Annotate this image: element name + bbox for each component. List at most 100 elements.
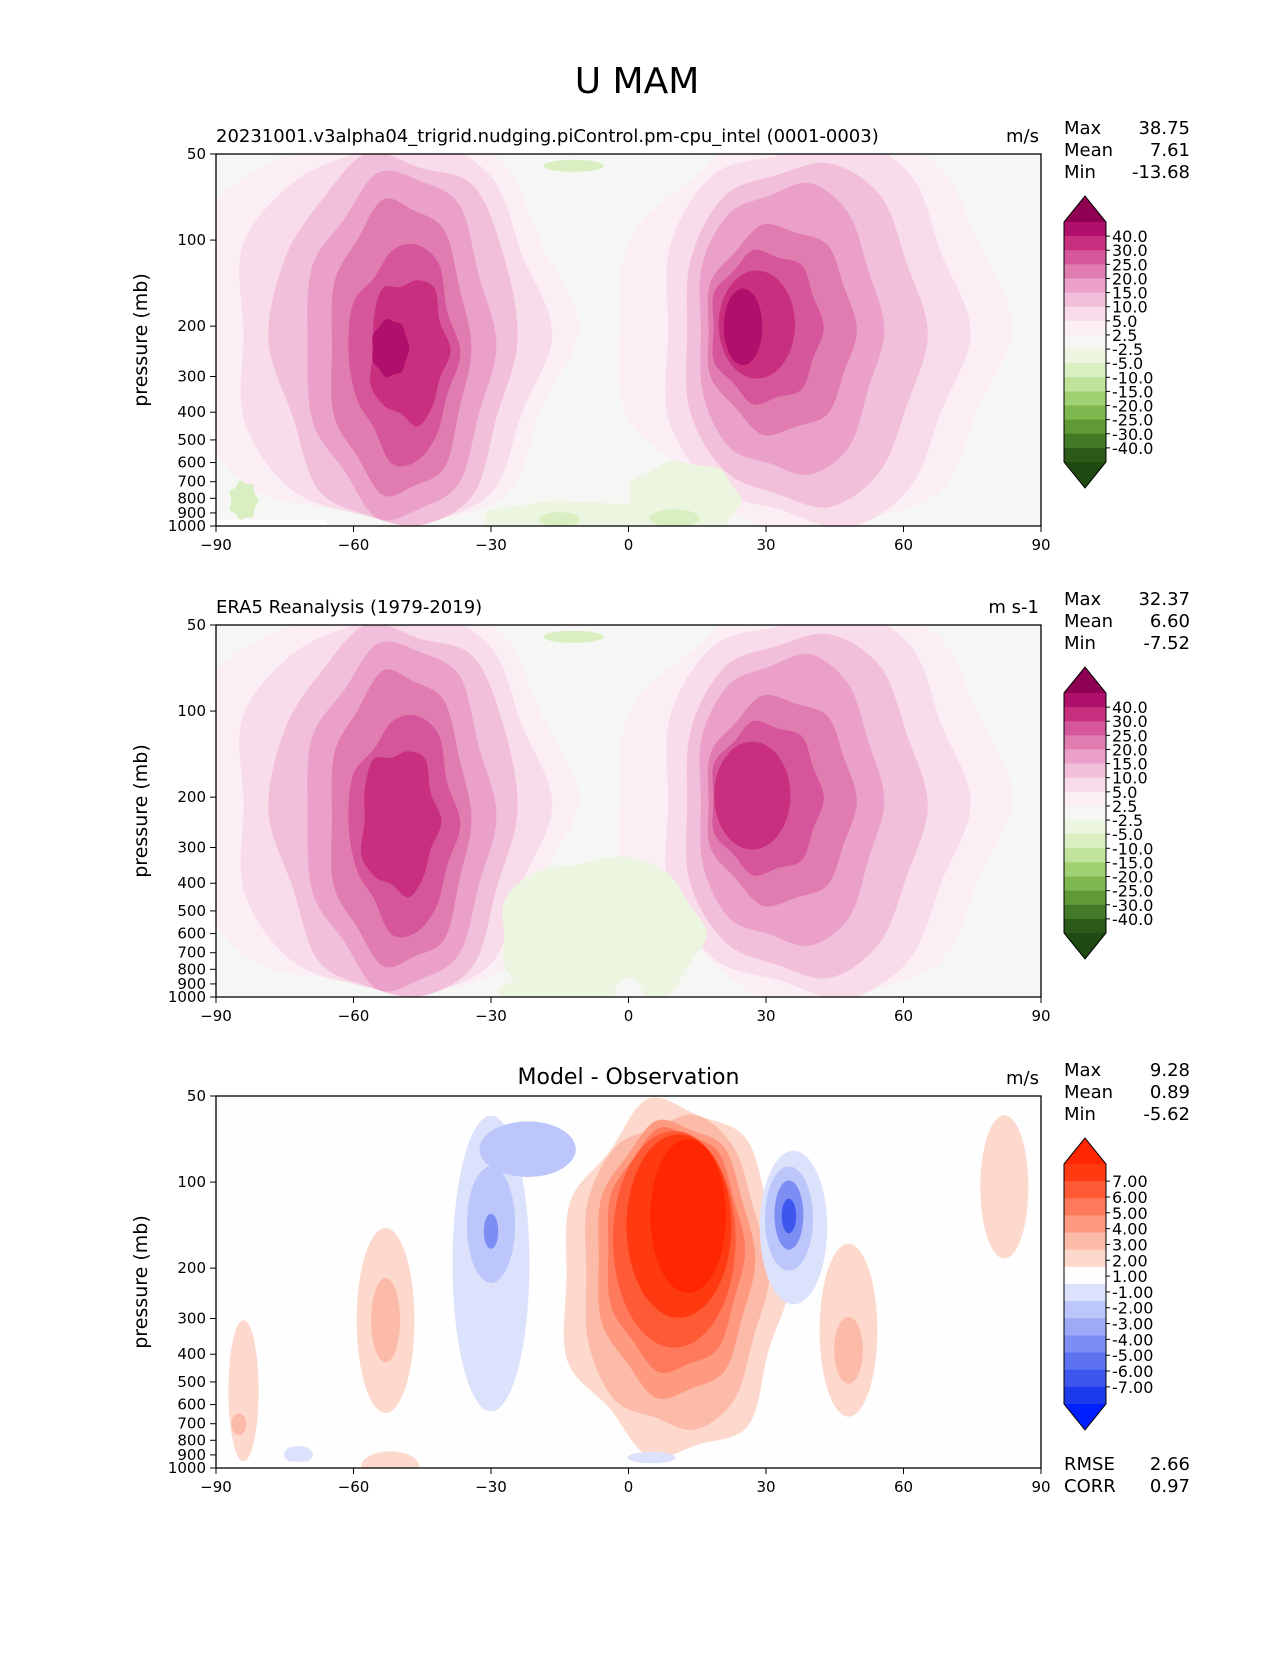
colorbar-segment: [1064, 334, 1106, 350]
stat-value: 38.75: [1138, 118, 1190, 139]
x-tick-label: −30: [475, 1007, 507, 1025]
colorbar-label: -40.0: [1112, 439, 1153, 458]
x-tick-label: 30: [756, 1478, 775, 1496]
colorbar-segment: [1064, 391, 1106, 407]
colorbar-segment: [1064, 693, 1106, 708]
y-tick-label: 800: [177, 1431, 206, 1449]
colorbar-extend-bottom: [1064, 1404, 1106, 1430]
y-tick-label: 200: [177, 1259, 206, 1277]
colorbar-segment: [1064, 236, 1106, 251]
colorbar-segment: [1064, 862, 1106, 878]
easterlies-level: [498, 976, 613, 997]
southern-jet-level: [370, 280, 451, 427]
south-midlat-bias-level: [371, 1278, 400, 1363]
colorbar-label: -1.00: [1112, 1283, 1153, 1302]
y-axis-label: pressure (mb): [130, 273, 152, 407]
colorbar-label: -2.5: [1112, 340, 1143, 359]
easterlies-level: [649, 509, 700, 526]
stat-label: Min: [1064, 162, 1096, 183]
colorbar-label: -4.00: [1112, 1330, 1153, 1349]
colorbar-segment: [1064, 820, 1106, 835]
colorbar-label: -7.00: [1112, 1378, 1153, 1397]
colorbar-segment: [1064, 1301, 1106, 1319]
colorbar-segment: [1064, 363, 1106, 378]
colorbar-label: -2.5: [1112, 811, 1143, 830]
colorbar-label: 10.0: [1112, 298, 1148, 317]
y-tick-label: 1000: [168, 988, 206, 1006]
colorbar-label: 30.0: [1112, 712, 1148, 731]
stat-value: -5.62: [1143, 1104, 1190, 1125]
easterlies-level: [484, 500, 670, 526]
colorbar-label: 20.0: [1112, 269, 1148, 288]
colorbar-segment: [1064, 349, 1106, 364]
colorbar-label: 5.0: [1112, 783, 1137, 802]
y-tick-label: 400: [177, 874, 206, 892]
y-tick-label: 100: [177, 702, 206, 720]
missing-data: [216, 1461, 326, 1468]
stat-label: Mean: [1064, 1082, 1113, 1103]
y-tick-label: 900: [177, 504, 206, 522]
colorbar-label: -40.0: [1112, 910, 1153, 929]
y-tick-label: 500: [177, 902, 206, 920]
y-tick-label: 50: [187, 145, 206, 163]
polar-easterly-level: [229, 480, 259, 522]
x-tick-label: −60: [338, 1007, 370, 1025]
colorbar-label: -25.0: [1112, 411, 1153, 430]
colorbar-label: -20.0: [1112, 868, 1153, 887]
missing-data: [216, 519, 326, 526]
y-axis-label: pressure (mb): [130, 1215, 152, 1349]
colorbar-label: 6.00: [1112, 1188, 1148, 1207]
polar-neg-bias-level: [284, 1445, 313, 1464]
colorbar-segment: [1064, 848, 1106, 863]
stat-label: Mean: [1064, 140, 1113, 161]
colorbar-label: 20.0: [1112, 740, 1148, 759]
y-tick-label: 300: [177, 838, 206, 856]
colorbar-segment: [1064, 306, 1106, 322]
y-tick-label: 200: [177, 317, 206, 335]
colorbar-outline: [1063, 1137, 1107, 1431]
colorbar-segment: [1064, 763, 1106, 779]
y-tick-label: 900: [177, 1446, 206, 1464]
colorbar-label: -15.0: [1112, 853, 1153, 872]
surface-bias-level: [361, 1451, 419, 1468]
colorbar-segment: [1064, 1386, 1106, 1405]
metric-value: 0.97: [1150, 1476, 1190, 1497]
x-tick-label: −90: [200, 1478, 232, 1496]
colorbar-label: 15.0: [1112, 284, 1148, 303]
stat-value: 32.37: [1138, 589, 1190, 610]
figure-title: U MAM: [575, 61, 700, 102]
y-tick-label: 700: [177, 1415, 206, 1433]
colorbar-label: -25.0: [1112, 882, 1153, 901]
colorbar-segment: [1064, 1198, 1106, 1216]
x-tick-label: −90: [200, 536, 232, 554]
contour-field: [216, 154, 1012, 526]
x-tick-label: −60: [338, 1478, 370, 1496]
stat-label: Mean: [1064, 611, 1113, 632]
y-tick-label: 50: [187, 616, 206, 634]
stat-value: 6.60: [1150, 611, 1190, 632]
metric-label: RMSE: [1064, 1454, 1115, 1475]
colorbar-segment: [1064, 1335, 1106, 1354]
colorbar-outline: [1063, 666, 1107, 960]
north-midlat-bias-level: [834, 1316, 863, 1384]
south-neg-bias-level: [483, 1213, 499, 1249]
arctic-bias-level: [980, 1115, 1029, 1259]
polar-bias-level: [228, 1320, 259, 1462]
x-tick-label: 30: [756, 536, 775, 554]
colorbar-segment: [1064, 278, 1106, 294]
x-tick-label: 90: [1031, 1007, 1050, 1025]
y-tick-label: 300: [177, 1309, 206, 1327]
colorbar-segment: [1064, 1181, 1106, 1199]
colorbar-extend-bottom: [1064, 462, 1106, 488]
stat-value: 7.61: [1150, 140, 1190, 161]
colorbar-label: -15.0: [1112, 382, 1153, 401]
colorbar-label: -2.00: [1112, 1299, 1153, 1318]
surface-neg-bias-level: [627, 1451, 676, 1464]
colorbar-label: -5.0: [1112, 825, 1143, 844]
x-tick-label: −30: [475, 536, 507, 554]
colorbar-label: -20.0: [1112, 397, 1153, 416]
colorbar-segment: [1064, 1369, 1106, 1388]
northern-jet-level: [714, 741, 791, 850]
